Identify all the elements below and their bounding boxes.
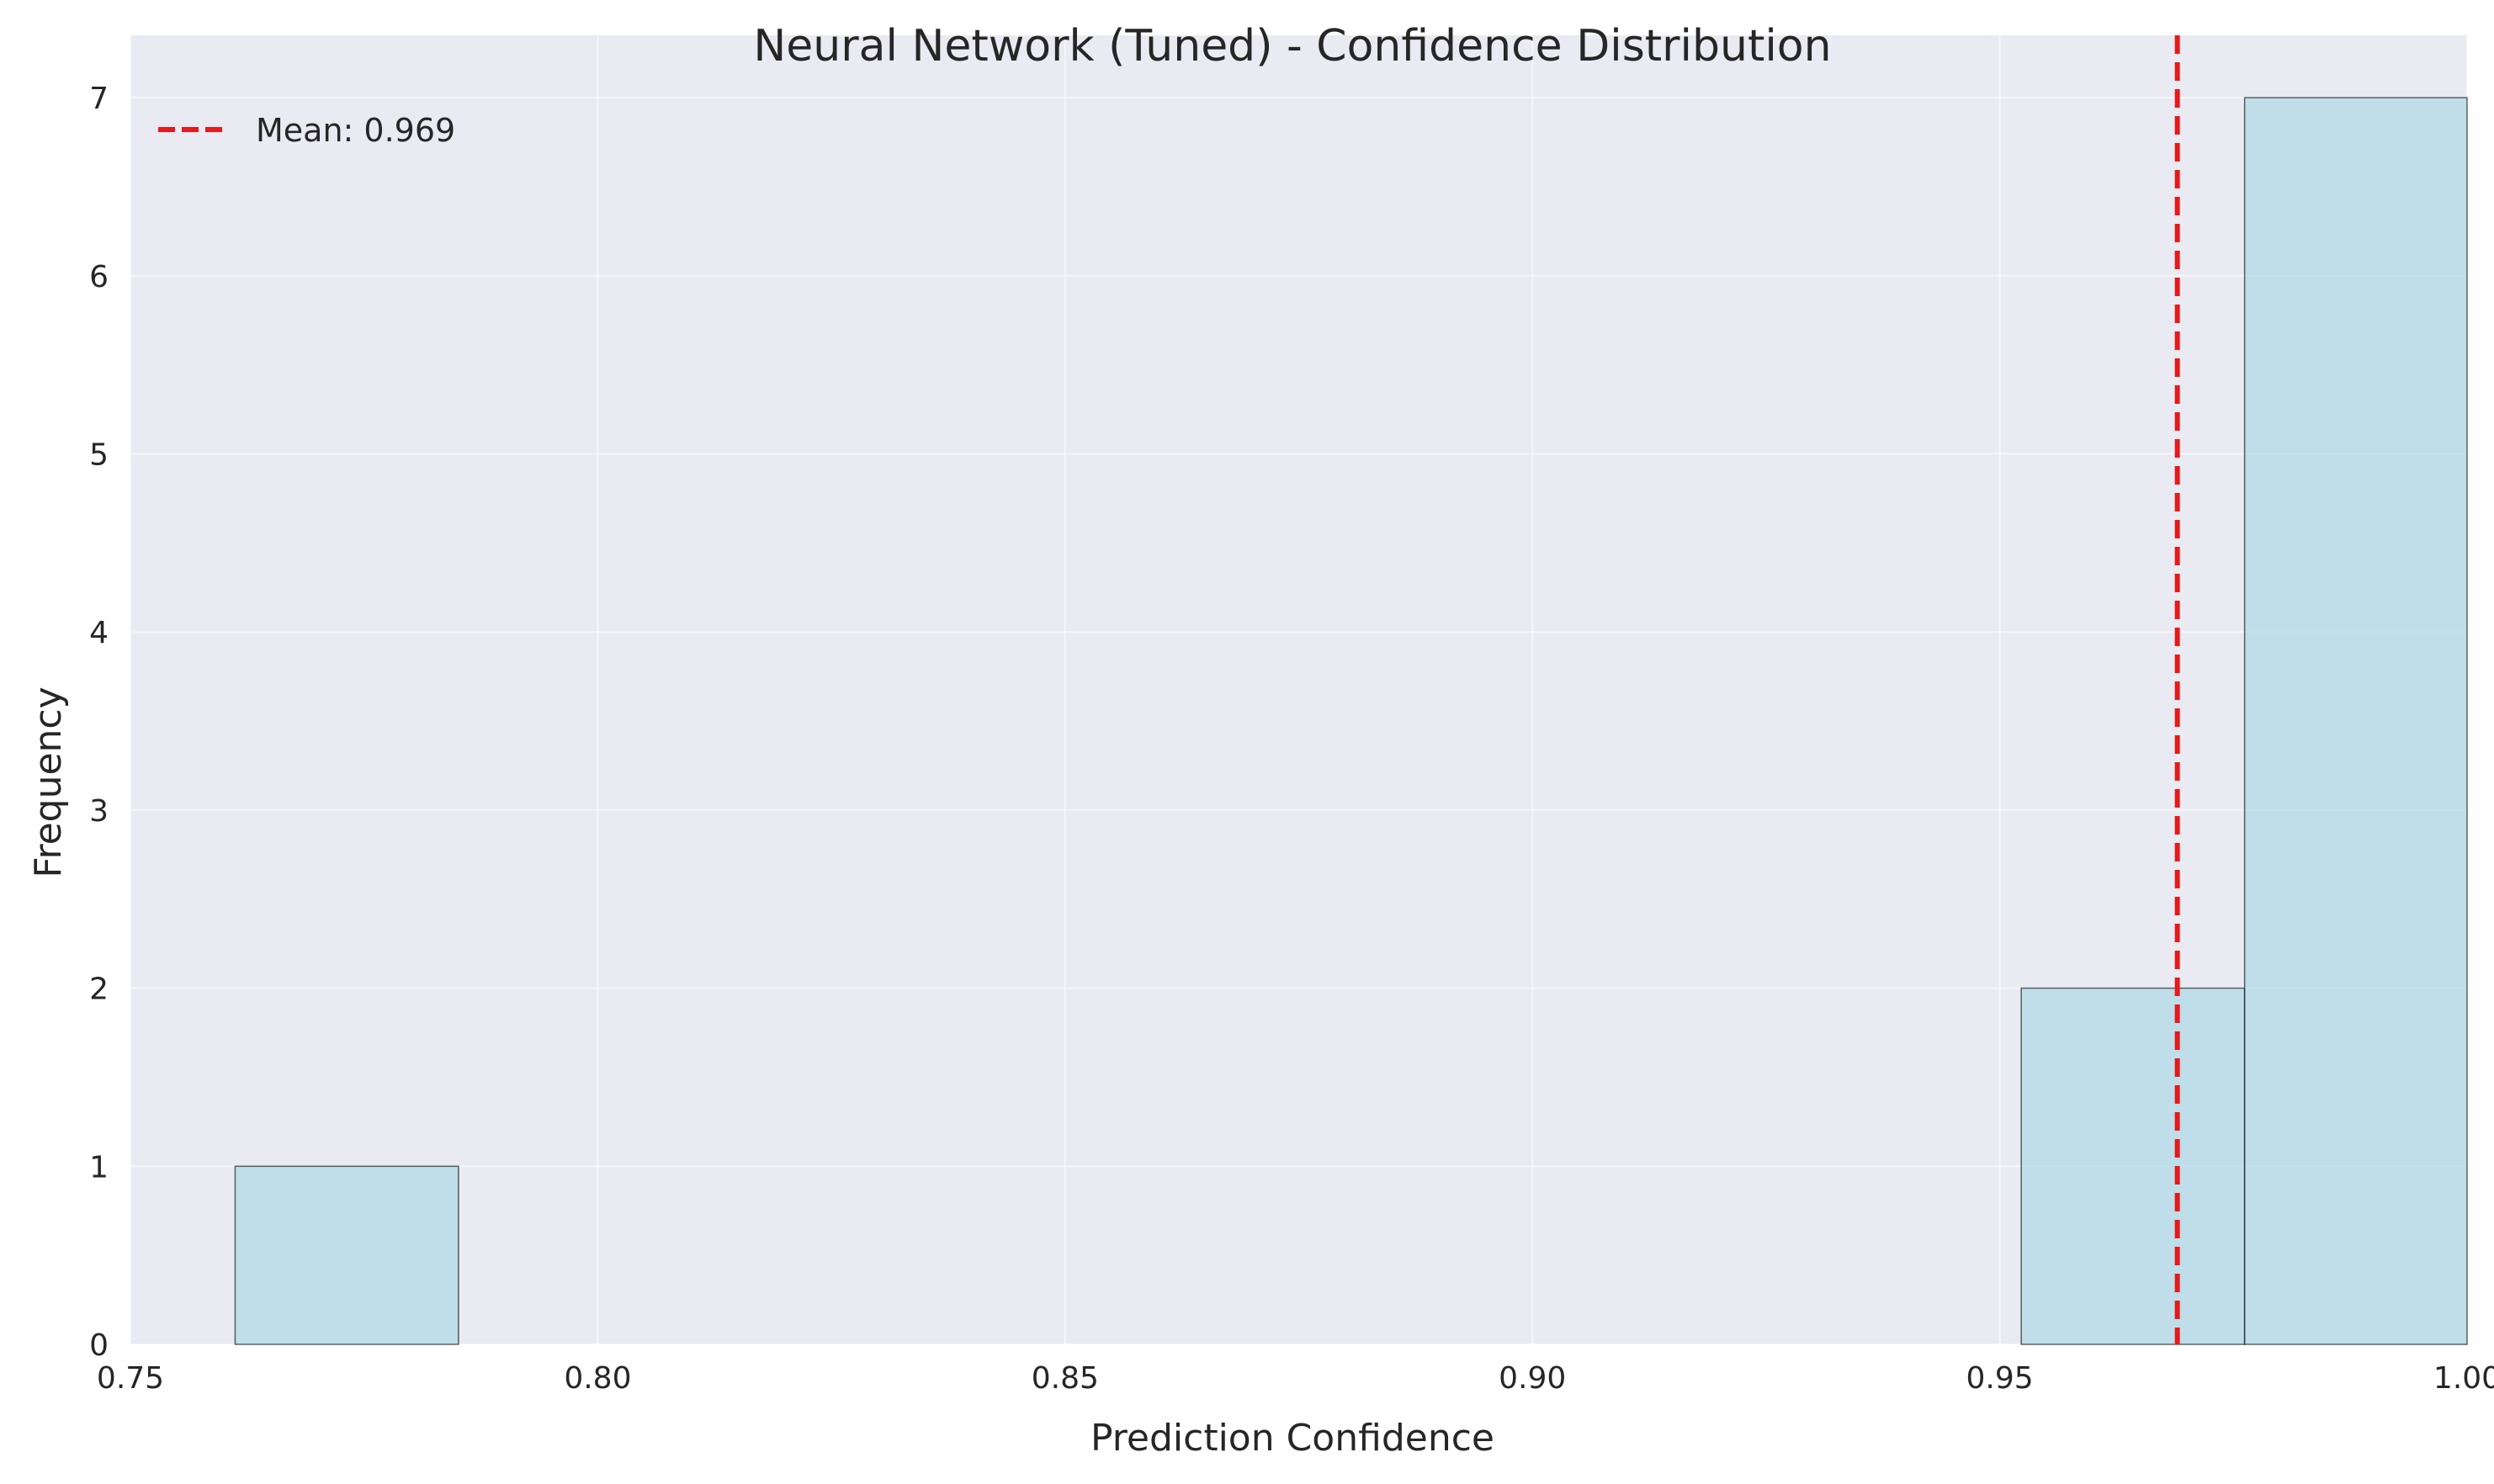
histogram-bars	[234, 97, 2468, 1345]
y-tick-label: 0	[89, 1328, 109, 1363]
chart-title: Neural Network (Tuned) - Confidence Dist…	[753, 21, 1831, 72]
y-tick-label: 6	[89, 260, 109, 294]
y-tick-label: 7	[89, 82, 109, 116]
histogram-bar	[234, 1165, 459, 1345]
histogram-bar	[2020, 987, 2246, 1345]
histogram-bar	[2243, 97, 2468, 1345]
x-axis-label: Prediction Confidence	[1090, 1417, 1494, 1460]
x-tick-label: 1.00	[2433, 1361, 2494, 1396]
x-tick-label: 0.90	[1499, 1361, 1566, 1396]
x-tick-labels: 0.75 0.80 0.85 0.90 0.95 1.00	[97, 1361, 2494, 1396]
x-tick-label: 0.75	[97, 1361, 164, 1396]
y-tick-labels: 0 1 2 3 4 5 6 7	[89, 82, 109, 1363]
x-tick-label: 0.85	[1032, 1361, 1099, 1396]
legend: Mean: 0.969	[158, 112, 455, 149]
x-tick-label: 0.80	[564, 1361, 631, 1396]
y-tick-label: 1	[89, 1150, 109, 1185]
x-tick-label: 0.95	[1966, 1361, 2034, 1396]
y-tick-label: 2	[89, 973, 109, 1007]
y-tick-label: 4	[89, 616, 109, 650]
y-axis-label: Frequency	[27, 686, 70, 877]
legend-mean-label: Mean: 0.969	[256, 112, 455, 149]
y-tick-label: 5	[89, 437, 109, 472]
y-tick-label: 3	[89, 794, 109, 829]
